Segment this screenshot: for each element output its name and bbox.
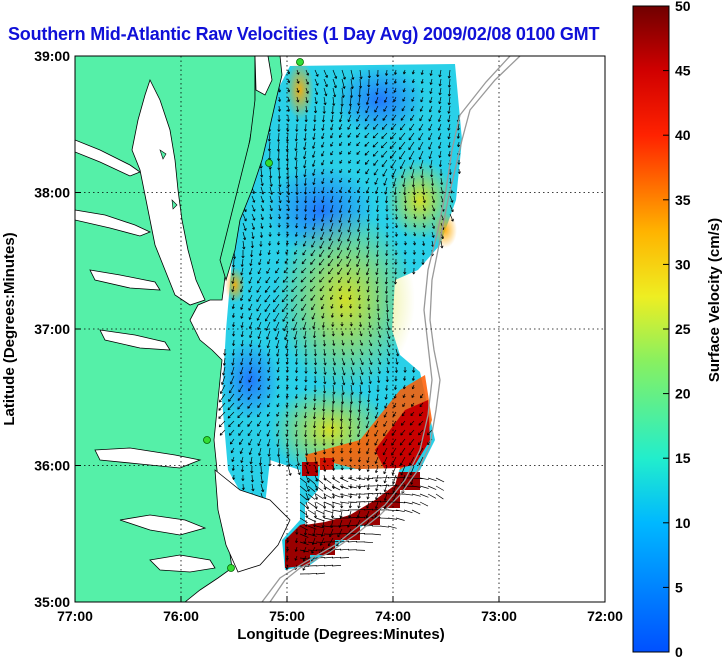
x-tick-label: 73:00	[481, 608, 517, 624]
y-tick-label: 39:00	[34, 48, 70, 64]
bathymetry-contours	[261, 56, 521, 602]
station-marker	[203, 436, 211, 444]
radar-stations	[203, 58, 304, 572]
chesapeake-bay	[131, 78, 206, 306]
colorbar-label: Surface Velocity (cm/s)	[706, 218, 723, 382]
y-tick-label: 37:00	[34, 321, 70, 337]
colorbar-tick-label: 0	[675, 644, 683, 659]
rivers	[75, 139, 216, 573]
tick-marks	[75, 192, 500, 602]
bay-islands	[159, 149, 178, 210]
velocity-arrow-set	[218, 69, 461, 575]
colorbar-tick-label: 50	[675, 0, 691, 14]
colorbar-tick-label: 45	[675, 63, 691, 79]
x-axis-label: Longitude (Degrees:Minutes)	[237, 626, 445, 643]
y-tick-labels: 39:00 38:00 37:00 36:00 35:00	[34, 48, 70, 610]
station-marker	[296, 58, 304, 66]
colorbar-tick-label: 35	[675, 192, 691, 208]
colorbar-ticks: 0 5 10 15 20 25 30 35 40 45 50	[663, 0, 691, 659]
y-tick-label: 35:00	[34, 594, 70, 610]
colorbar-tick-label: 5	[675, 579, 683, 595]
x-tick-label: 76:00	[163, 608, 199, 624]
velocity-vectors	[218, 69, 461, 575]
colorbar-tick-label: 10	[675, 515, 691, 531]
colorbar-tick-label: 25	[675, 321, 691, 337]
colorbar-tick-label: 20	[675, 386, 691, 402]
delmarva-shore	[219, 56, 283, 282]
y-axis-label: Latitude (Degrees:Minutes)	[1, 232, 18, 425]
colorbar-tick-label: 30	[675, 256, 691, 272]
colorbar-tick-label: 15	[675, 450, 691, 466]
x-tick-label: 77:00	[57, 608, 93, 624]
x-tick-label: 75:00	[269, 608, 305, 624]
x-tick-label: 74:00	[375, 608, 411, 624]
station-marker	[265, 159, 273, 167]
delaware-bay	[254, 56, 273, 96]
x-tick-label: 72:00	[587, 608, 623, 624]
station-marker	[227, 564, 235, 572]
y-tick-label: 36:00	[34, 458, 70, 474]
y-tick-label: 38:00	[34, 185, 70, 201]
colorbar-tick-label: 40	[675, 127, 691, 143]
x-tick-labels: 77:00 76:00 75:00 74:00 73:00 72:00	[57, 608, 623, 624]
map-title: Southern Mid-Atlantic Raw Velocities (1 …	[8, 24, 600, 44]
pamlico-sound	[214, 469, 291, 573]
grid-lines	[75, 56, 605, 602]
